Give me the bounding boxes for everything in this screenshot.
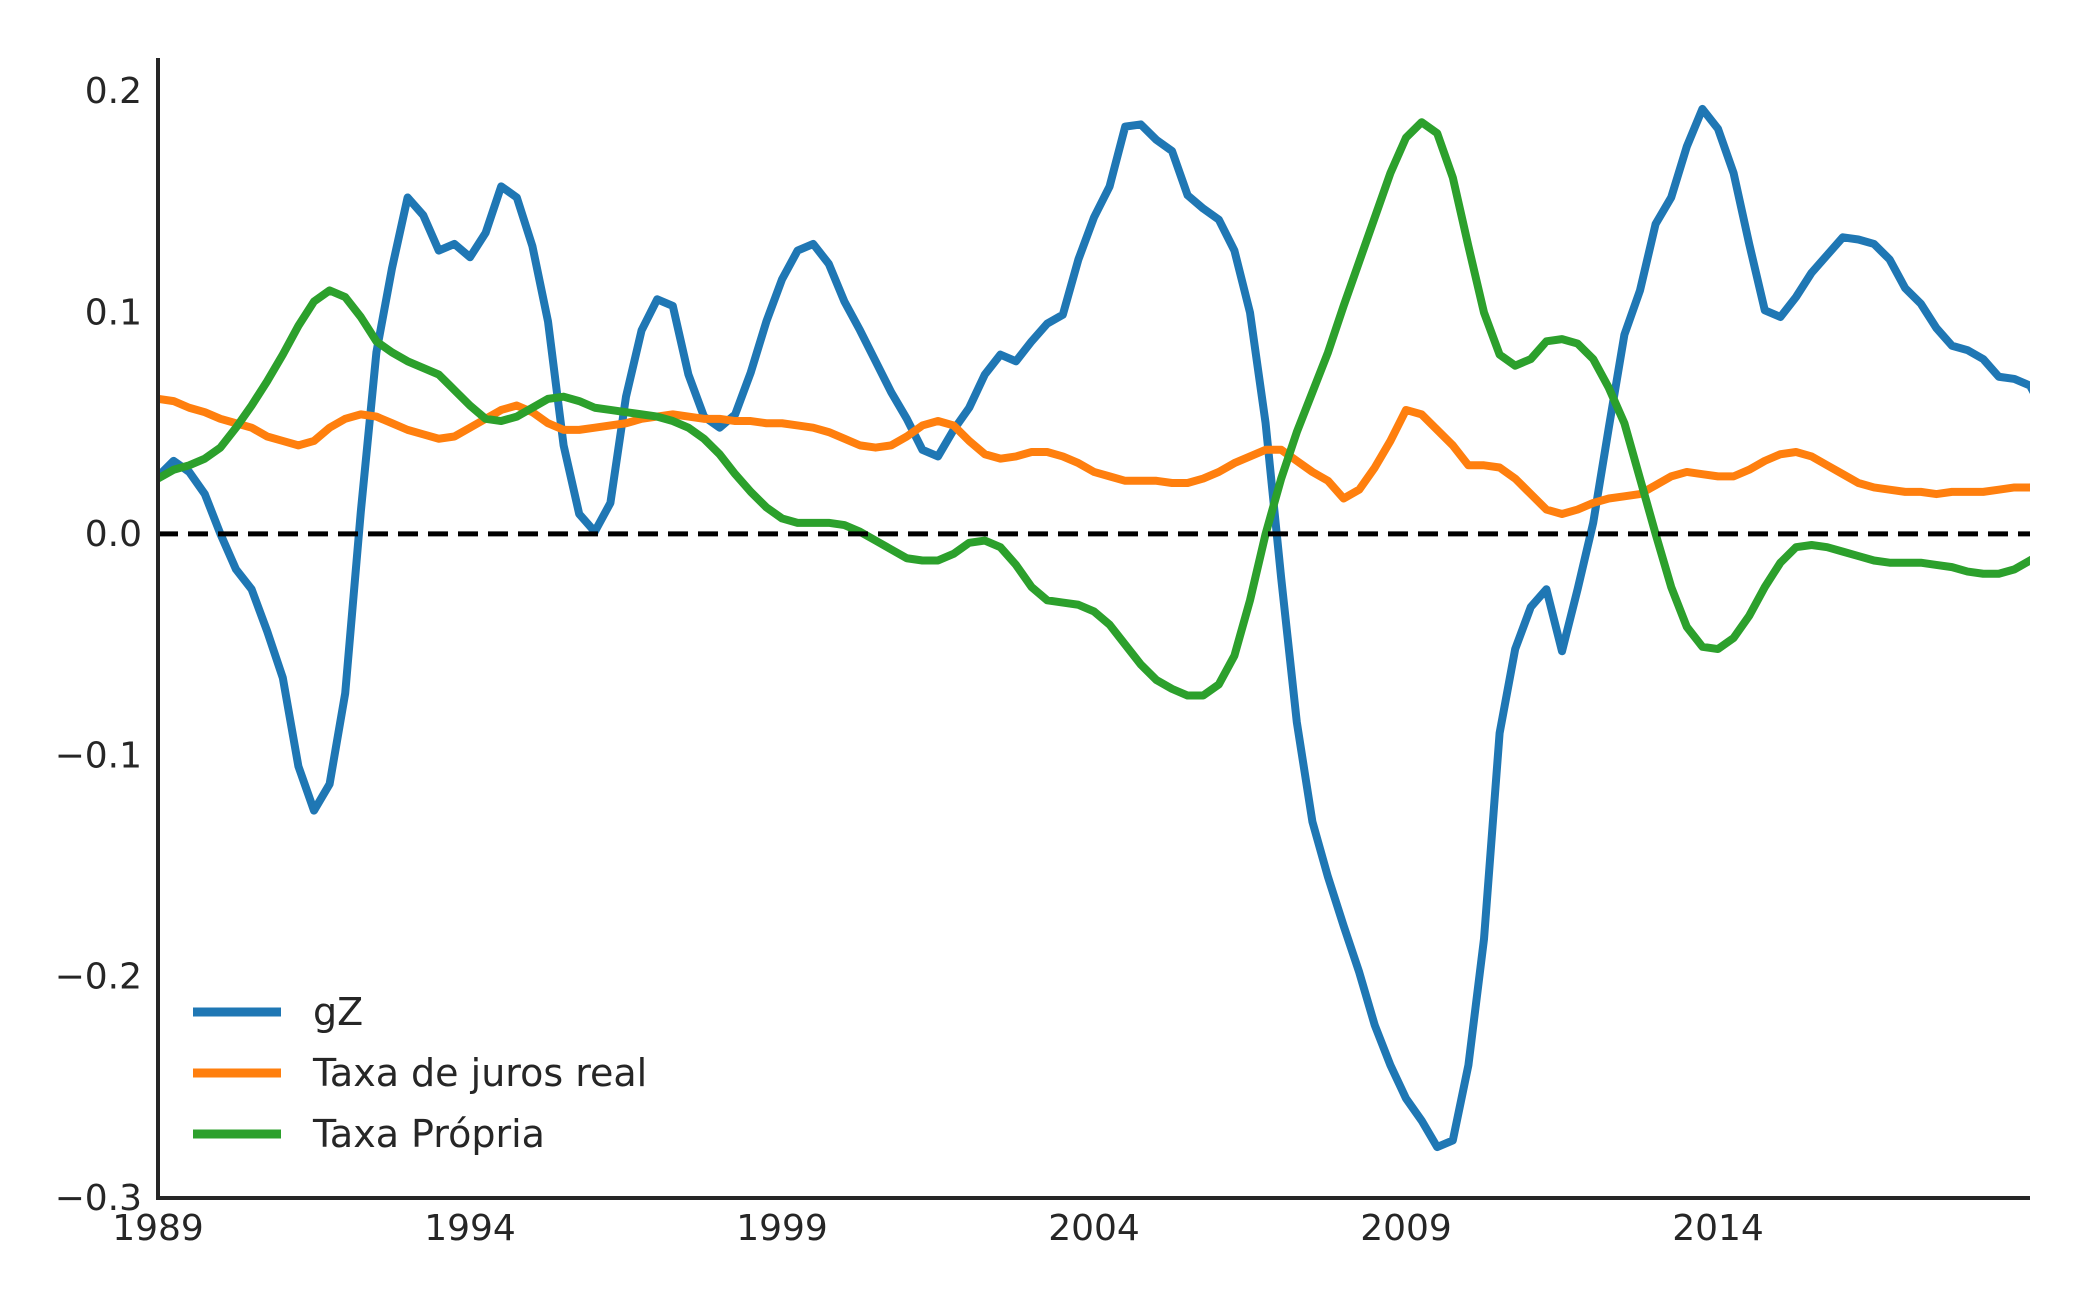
axes — [156, 58, 2030, 1200]
y-tick-label: −0.2 — [55, 957, 142, 998]
series-line-3 — [158, 118, 2030, 700]
x-tick-label: 1994 — [424, 1208, 516, 1249]
legend-label: Taxa de juros real — [312, 1051, 647, 1095]
series-line-2 — [158, 394, 2030, 518]
plot-lines — [158, 104, 2030, 1152]
legend-label: Taxa Própria — [312, 1112, 545, 1156]
x-tick-labels: 1989 1994 1999 2004 2009 2014 — [112, 1208, 1764, 1249]
x-tick-label: 1999 — [736, 1208, 828, 1249]
x-tick-label: 2004 — [1048, 1208, 1140, 1249]
y-tick-label: 0.0 — [85, 514, 142, 555]
y-tick-label: −0.3 — [55, 1178, 142, 1219]
y-tick-label: 0.1 — [85, 293, 142, 334]
y-tick-labels: −0.3 −0.2 −0.1 0.0 0.1 0.2 — [55, 71, 142, 1219]
y-tick-label: −0.1 — [55, 735, 142, 776]
x-tick-label: 2014 — [1672, 1208, 1764, 1249]
series-line-1 — [158, 104, 2030, 1152]
x-tick-label: 2009 — [1360, 1208, 1452, 1249]
legend-label: gZ — [313, 990, 363, 1034]
x-tick-label: 1989 — [112, 1208, 204, 1249]
y-tick-label: 0.2 — [85, 71, 142, 112]
legend: gZ Taxa de juros real Taxa Própria — [193, 990, 647, 1156]
